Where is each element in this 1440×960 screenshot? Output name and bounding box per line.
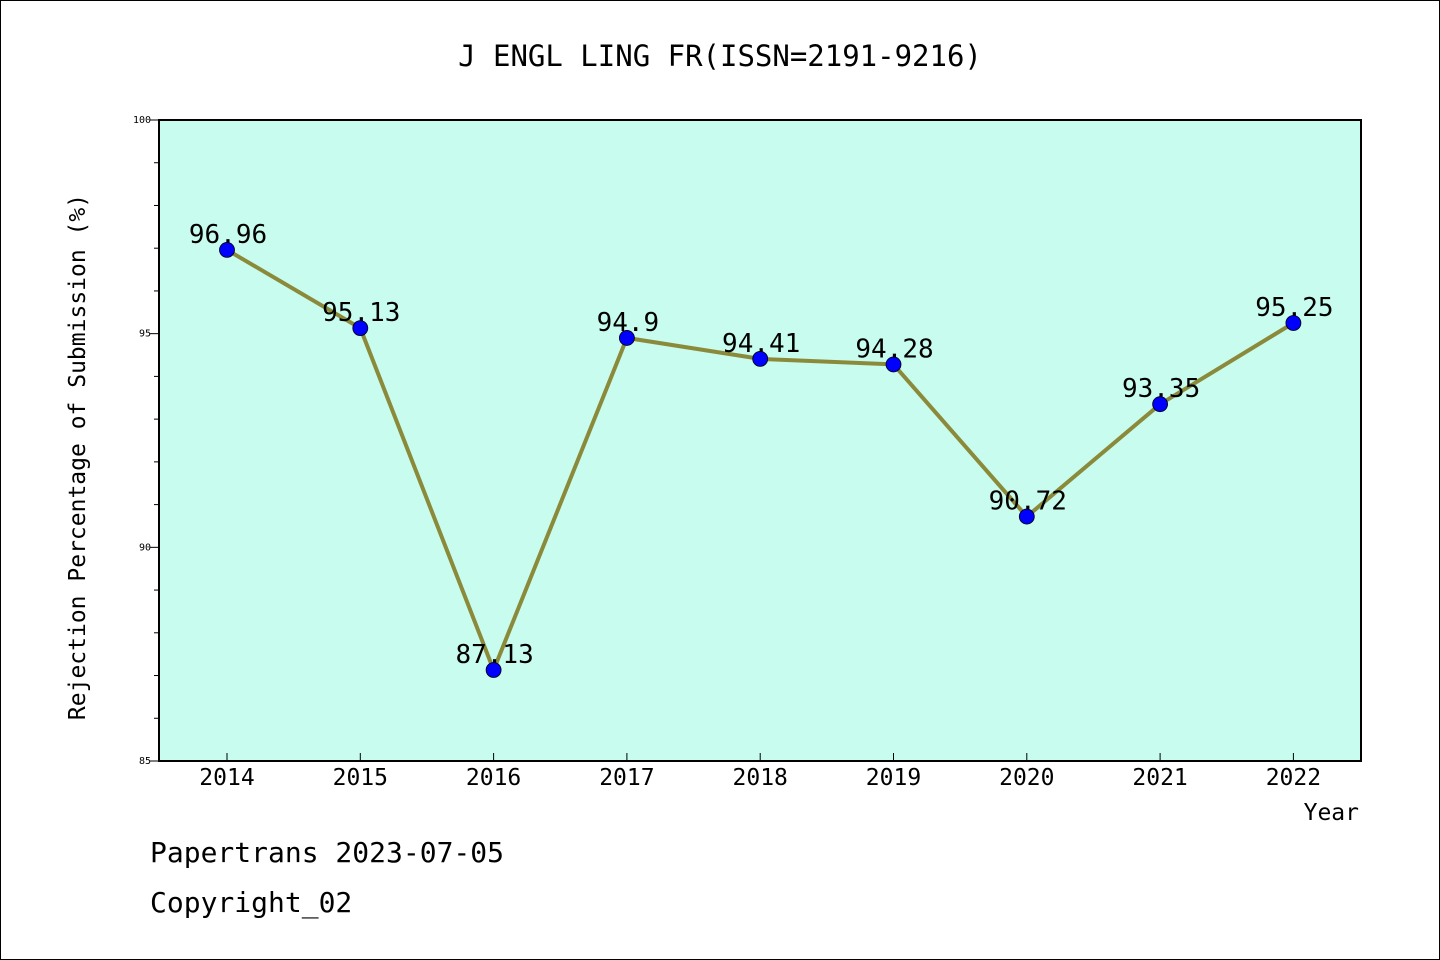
data-label: 94.41 [722,329,800,359]
x-tick-label: 2019 [866,765,921,791]
x-tick-label: 2017 [599,765,654,791]
data-markers [219,242,1302,678]
data-label: 95.25 [1255,293,1333,323]
chart-title: J ENGL LING FR(ISSN=2191-9216) [458,39,982,73]
y-axis-label: Rejection Percentage of Submission (%) [65,194,91,720]
data-label: 96.96 [189,220,267,250]
data-label: 94.28 [855,334,933,364]
data-point [1285,315,1302,331]
x-axis-label: Year [1304,800,1359,826]
x-tick-label: 2014 [199,765,254,791]
y-tick-label: 95 [139,329,151,340]
footer-copyright-text: Copyright_02 [150,886,353,919]
x-tick-label: 2020 [999,765,1054,791]
data-label: 90.72 [989,487,1067,517]
data-label: 93.35 [1122,374,1200,404]
data-label: 87.13 [455,640,533,670]
y-tick-label: 100 [133,115,151,126]
data-point [352,320,369,337]
data-point [219,242,235,258]
data-labels: 96.96 95.13 87.13 94.9 94.41 94.28 90.72 93.35 9… [189,220,1334,670]
data-point [1018,508,1035,525]
data-label: 95.13 [322,298,400,328]
plot-area [158,119,1362,762]
y-tick-label: 85 [139,756,151,767]
data-point [619,330,635,346]
x-tick-label: 2016 [466,765,521,791]
x-tick-label: 2021 [1132,765,1187,791]
data-label: 94.9 [597,308,660,338]
footer-date-text: Papertrans 2023-07-05 [150,836,505,869]
x-tick-label: 2022 [1266,765,1321,791]
data-point [485,662,502,678]
y-tick-label: 90 [139,542,151,553]
x-axis-ticks: 2014 2015 2016 2017 2018 2019 2020 2021 2022 [199,753,1321,791]
x-tick-label: 2018 [733,765,788,791]
data-point [885,356,902,373]
data-point [752,350,769,367]
x-tick-label: 2015 [333,765,388,791]
data-point [1152,396,1168,413]
y-axis-ticks: 85 90 95 100 [133,115,159,767]
